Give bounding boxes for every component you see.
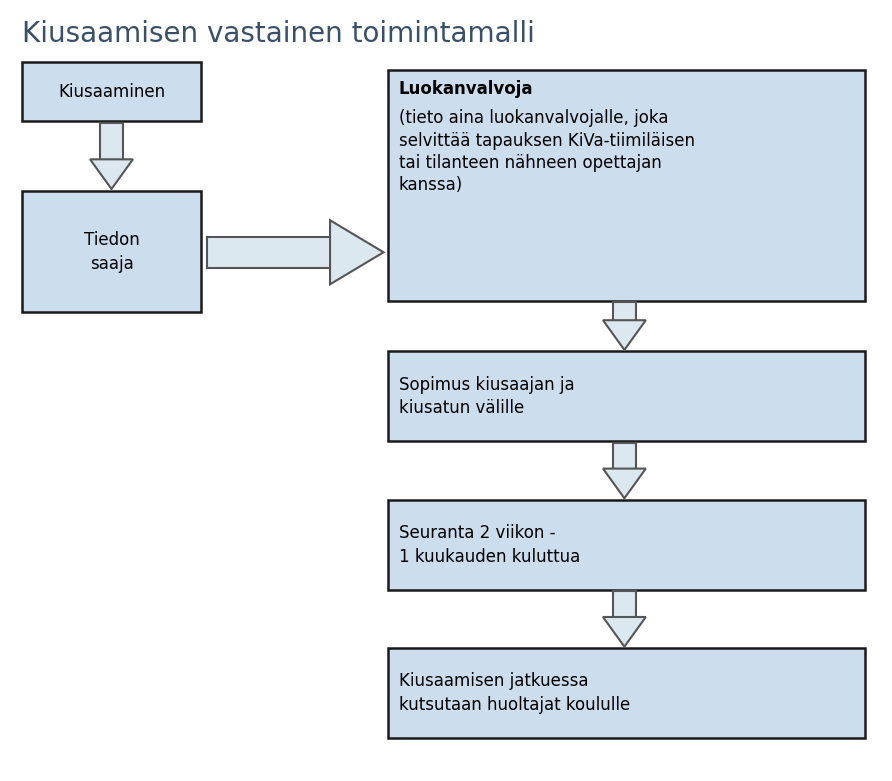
Bar (207, 237, 330, 268)
Bar (614, 591, 635, 617)
Text: Tiedon
saaja: Tiedon saaja (84, 231, 139, 273)
Text: Kiusaamisen jatkuessa
kutsutaan huoltajat koululle: Kiusaamisen jatkuessa kutsutaan huoltaja… (399, 672, 630, 714)
Polygon shape (603, 469, 646, 498)
FancyBboxPatch shape (22, 191, 201, 312)
Bar (614, 302, 635, 320)
FancyBboxPatch shape (388, 500, 865, 590)
Text: Kiusaaminen: Kiusaaminen (58, 83, 165, 101)
Polygon shape (603, 320, 646, 350)
Text: Sopimus kiusaajan ja
kiusatun välille: Sopimus kiusaajan ja kiusatun välille (399, 376, 574, 417)
Text: (tieto aina luokanvalvojalle, joka
selvittää tapauksen KiVa-tiimiläisen
tai tila: (tieto aina luokanvalvojalle, joka selvi… (399, 109, 695, 194)
FancyBboxPatch shape (388, 351, 865, 441)
Polygon shape (603, 617, 646, 647)
FancyBboxPatch shape (388, 70, 865, 301)
Bar (614, 443, 635, 469)
FancyBboxPatch shape (388, 648, 865, 738)
Text: Kiusaamisen vastainen toimintamalli: Kiusaamisen vastainen toimintamalli (22, 20, 535, 48)
Text: Seuranta 2 viikon -
1 kuukauden kuluttua: Seuranta 2 viikon - 1 kuukauden kuluttua (399, 524, 580, 565)
FancyBboxPatch shape (22, 62, 201, 121)
Polygon shape (90, 159, 133, 189)
Text: Luokanvalvoja: Luokanvalvoja (399, 80, 533, 98)
Bar (101, 123, 122, 159)
Polygon shape (330, 220, 384, 284)
